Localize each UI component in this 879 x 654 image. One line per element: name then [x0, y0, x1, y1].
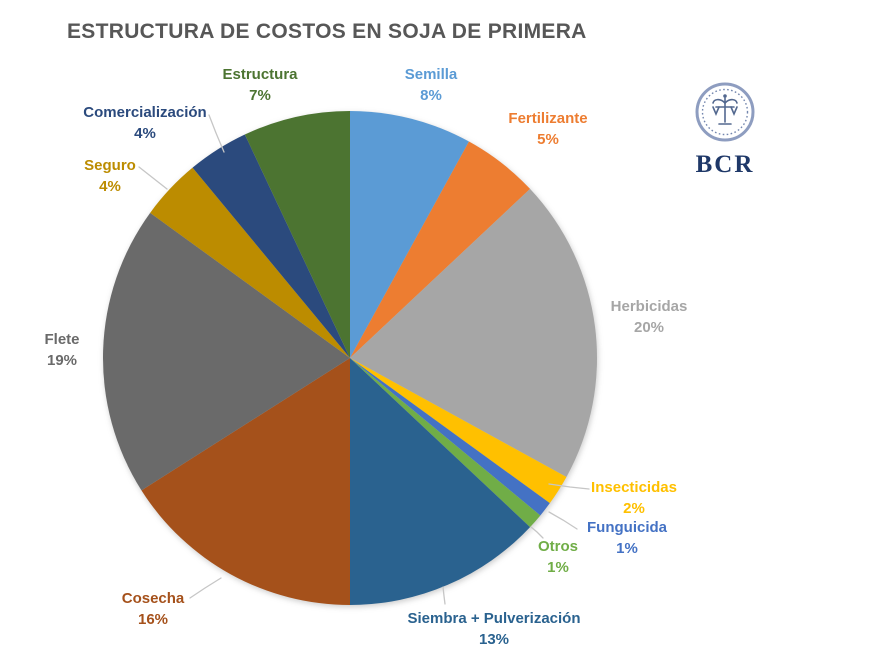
label-semilla: Semilla 8%: [405, 64, 458, 106]
leader-line-cosecha: [189, 577, 222, 599]
label-herbicidas-name: Herbicidas: [610, 298, 688, 315]
pie-slice-insecticidas: [350, 358, 567, 504]
label-cosecha: Cosecha 16%: [122, 588, 185, 630]
leader-line-seguro: [138, 166, 168, 190]
label-cosecha-name: Cosecha: [121, 590, 185, 607]
pie-slice-siembra: [350, 358, 531, 605]
pie-slice-fertilizante: [350, 141, 531, 358]
leader-line-insecticidas: [548, 483, 590, 490]
pie-slice-estructura: [244, 111, 350, 358]
leader-line-otros: [530, 526, 544, 539]
pie-slice-seguro: [150, 167, 350, 358]
leader-line-comercializacion: [208, 114, 225, 153]
pie-slice-cosecha: [141, 358, 350, 605]
label-flete: Flete 19%: [44, 329, 79, 371]
label-funguicida-name: Funguicida: [587, 519, 667, 536]
label-funguicida: Funguicida 1%: [587, 517, 667, 559]
label-flete-pct: 19%: [46, 352, 78, 369]
label-seguro: Seguro 4%: [84, 155, 136, 197]
label-otros-pct: 1%: [547, 559, 569, 576]
label-otros: Otros 1%: [538, 536, 578, 578]
label-fertilizante: Fertilizante 5%: [508, 108, 587, 150]
label-siembra-name: Siembra + Pulverización: [407, 610, 581, 627]
label-herbicidas: Herbicidas 20%: [611, 296, 688, 338]
leader-line-funguicida: [548, 511, 578, 530]
label-estructura-pct: 7%: [249, 87, 271, 104]
label-semilla-pct: 8%: [420, 87, 442, 104]
label-estructura: Estructura 7%: [222, 64, 297, 106]
pie-slice-comercializacion: [192, 134, 350, 358]
bcr-logo: BCR: [694, 81, 756, 179]
label-semilla-name: Semilla: [404, 66, 458, 83]
label-cosecha-pct: 16%: [137, 611, 169, 628]
leader-line-siembra: [442, 586, 446, 605]
label-estructura-name: Estructura: [222, 66, 298, 83]
label-seguro-pct: 4%: [99, 178, 121, 195]
label-insecticidas-pct: 2%: [623, 500, 645, 517]
label-funguicida-pct: 1%: [616, 540, 638, 557]
label-insecticidas-name: Insecticidas: [591, 479, 677, 496]
pie-slice-flete: [102, 212, 350, 491]
pie-slice-otros: [350, 358, 541, 528]
label-otros-name: Otros: [537, 538, 579, 555]
pie-slice-semilla: [350, 111, 469, 358]
label-herbicidas-pct: 20%: [633, 319, 665, 336]
label-comercializacion-name: Comercialización: [83, 104, 207, 121]
label-seguro-name: Seguro: [84, 157, 136, 174]
pie-slices: [102, 111, 598, 605]
label-fertilizante-name: Fertilizante: [508, 110, 588, 127]
chart-title: ESTRUCTURA DE COSTOS EN SOJA DE PRIMERA: [67, 20, 587, 43]
pie-slice-herbicidas: [350, 188, 598, 477]
label-insecticidas: Insecticidas 2%: [591, 477, 677, 519]
pie-slice-funguicida: [350, 358, 550, 516]
label-siembra-pct: 13%: [478, 631, 510, 648]
label-flete-name: Flete: [44, 331, 80, 348]
bcr-seal-icon: [695, 82, 755, 142]
bcr-logo-text: BCR: [695, 151, 755, 178]
label-siembra: Siembra + Pulverización 13%: [408, 608, 581, 650]
leader-lines: [138, 114, 590, 605]
label-comercializacion-pct: 4%: [134, 125, 156, 142]
label-fertilizante-pct: 5%: [537, 131, 559, 148]
label-comercializacion: Comercialización 4%: [83, 102, 206, 144]
